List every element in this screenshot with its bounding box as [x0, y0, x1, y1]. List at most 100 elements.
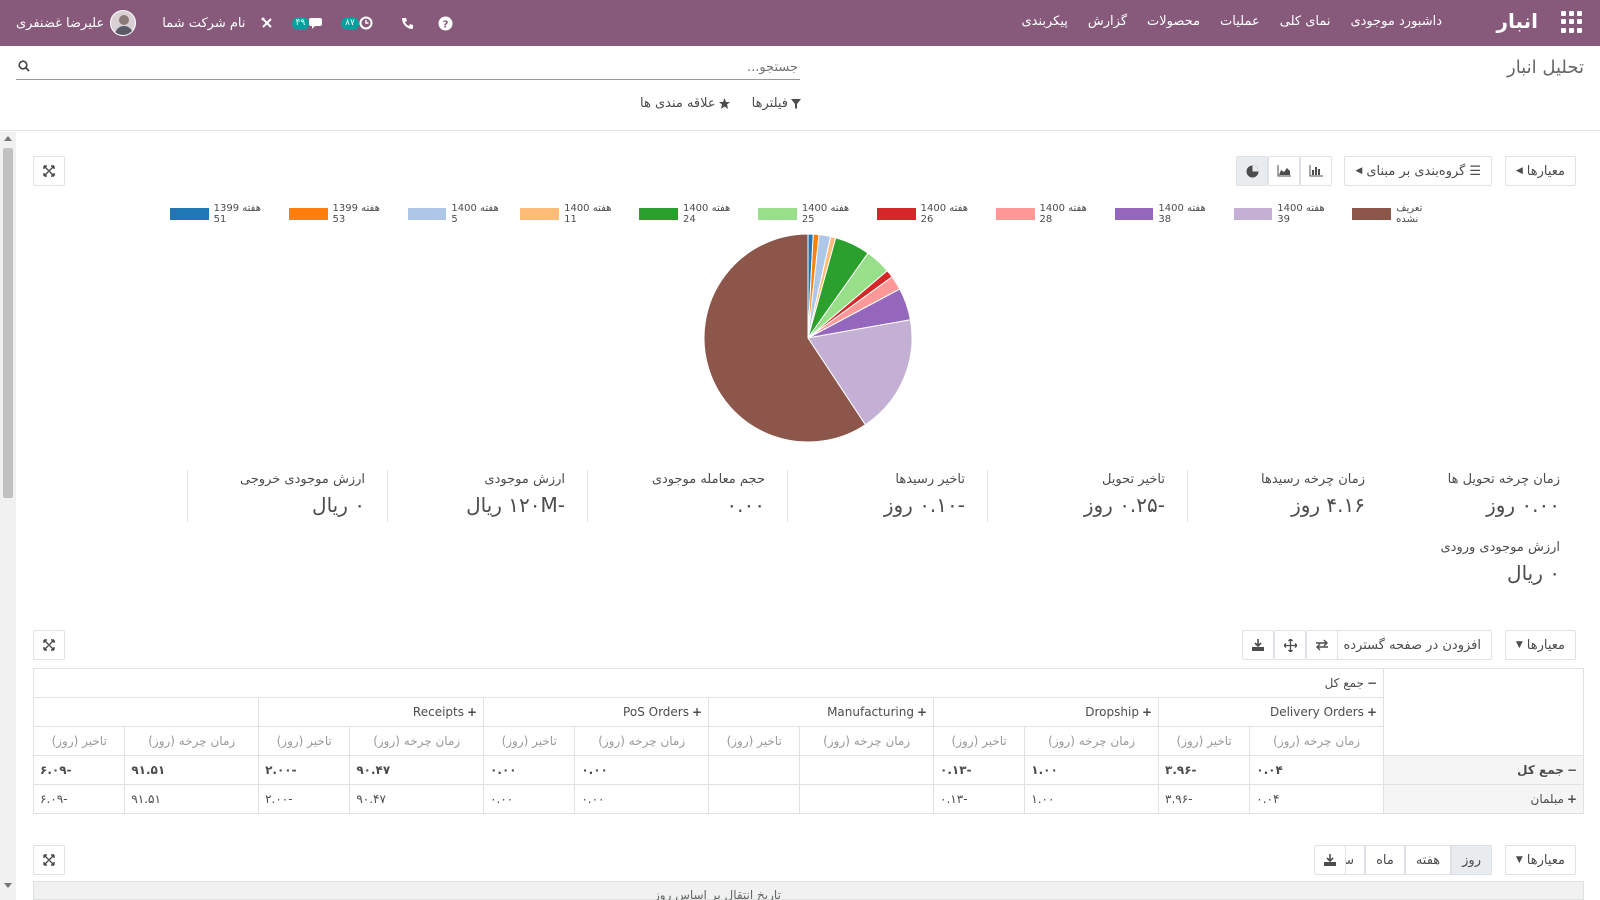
pivot-measure-header[interactable]: زمان چرخه (روز) — [574, 726, 710, 756]
company-switcher[interactable]: نام شرکت شما — [162, 16, 245, 31]
expand-pivot-button[interactable] — [33, 630, 65, 660]
graph-measures-button[interactable]: معیارها ◀ — [1504, 156, 1576, 186]
user-menu[interactable]: علیرضا غضنفری — [16, 10, 137, 36]
search-icon[interactable] — [18, 60, 30, 72]
legend-item[interactable]: هفته 1400 11 — [520, 203, 625, 225]
period-day-button[interactable]: روز — [1451, 845, 1492, 875]
pivot-cell[interactable]: ۱.۰۰ — [1024, 784, 1160, 814]
pivot-cell[interactable]: -۶.۰۹ — [32, 755, 126, 785]
search-input[interactable] — [58, 56, 798, 78]
pivot-measure-header[interactable]: تاخیر (روز) — [258, 726, 351, 756]
legend-item[interactable]: هفته 1400 28 — [995, 203, 1101, 225]
pivot-col-manufacturing[interactable]: +Manufacturing — [708, 697, 935, 727]
legend-item[interactable]: هفته 1399 51 — [169, 203, 275, 225]
debug-icon[interactable] — [260, 16, 274, 30]
expand-graph-button[interactable] — [33, 156, 65, 186]
kpi-delivery-cycle-time[interactable]: زمان چرخه تحویل ها ۰.۰۰ روز — [1382, 470, 1560, 522]
messaging-menu[interactable]: ۴۹ — [291, 16, 326, 30]
pie-slice[interactable] — [703, 233, 867, 443]
pivot-cell[interactable]: ۱.۰۰ — [1024, 755, 1160, 785]
add-to-spreadsheet-button[interactable]: افزودن در صفحه گسترده — [1332, 630, 1492, 660]
download-pivot-button[interactable] — [1242, 630, 1274, 660]
legend-item[interactable]: تعریف نشده — [1352, 203, 1446, 225]
cohort-measures-button[interactable]: معیارها ▼ — [1504, 845, 1576, 875]
menu-item-reporting[interactable]: گزارش — [1087, 14, 1128, 29]
legend-item[interactable]: هفته 1399 53 — [288, 203, 394, 225]
pivot-cell[interactable]: -۳.۹۶ — [1158, 755, 1251, 785]
pivot-row-header[interactable]: +مبلمان — [1383, 784, 1584, 814]
favorites-dropdown[interactable]: علاقه مندی ها — [640, 96, 730, 111]
menu-item-dashboard[interactable]: داشبورد موجودی — [1350, 14, 1442, 29]
pivot-header-total[interactable]: −جمع کل — [33, 668, 1384, 698]
pivot-col-delivery-orders[interactable]: +Delivery Orders — [1158, 697, 1384, 727]
page-scrollbar[interactable] — [0, 132, 16, 900]
download-cohort-button[interactable] — [1314, 845, 1346, 875]
pivot-measure-header[interactable]: زمان چرخه (روز) — [1024, 726, 1160, 756]
legend-item[interactable]: هفته 1400 39 — [1233, 203, 1339, 225]
legend-item[interactable]: هفته 1400 38 — [1114, 203, 1220, 225]
menu-item-overview[interactable]: نمای کلی — [1279, 14, 1331, 29]
pivot-measure-header[interactable]: تاخیر (روز) — [32, 726, 126, 756]
pivot-cell[interactable] — [708, 755, 801, 785]
scroll-down-arrow[interactable] — [4, 883, 12, 888]
groupby-button[interactable]: ☰ گروه‌بندی بر مبنای ◀ — [1344, 156, 1492, 186]
kpi-receipt-cycle-time[interactable]: زمان چرخه رسیدها ۴.۱۶ روز — [1187, 470, 1365, 522]
legend-item[interactable]: هفته 1400 26 — [876, 203, 982, 225]
pivot-cell[interactable]: ۹۰.۴۷ — [349, 784, 485, 814]
pivot-cell[interactable]: ۰.۰۰ — [483, 784, 576, 814]
pivot-cell[interactable]: -۰.۱۳ — [933, 755, 1026, 785]
pivot-measure-header[interactable]: زمان چرخه (روز) — [349, 726, 485, 756]
pivot-measure-header[interactable]: زمان چرخه (روز) — [124, 726, 260, 756]
bar-chart-button[interactable] — [1300, 156, 1332, 186]
app-title[interactable]: انبار — [1496, 9, 1538, 33]
kpi-stock-value[interactable]: ارزش موجودی -۱۲۰M ریال — [387, 470, 565, 522]
pivot-measure-header[interactable]: زمان چرخه (روز) — [799, 726, 935, 756]
kpi-incoming-stock-value[interactable]: ارزش موجودی ورودی ۰ ریال — [1382, 538, 1561, 590]
activity-menu[interactable]: ۸۷ — [341, 16, 373, 30]
pivot-cell[interactable] — [708, 784, 801, 814]
period-month-button[interactable]: ماه — [1365, 845, 1405, 875]
pivot-cell[interactable]: -۰.۱۳ — [933, 784, 1026, 814]
pie-slice[interactable] — [807, 319, 913, 426]
menu-item-operations[interactable]: عملیات — [1220, 14, 1260, 29]
kpi-outgoing-stock-value[interactable]: ارزش موجودی خروجی ۰ ریال — [187, 470, 365, 522]
pivot-cell[interactable]: ۰.۰۰ — [483, 755, 576, 785]
pivot-measures-button[interactable]: معیارها ▼ — [1504, 630, 1576, 660]
menu-item-configuration[interactable]: پیکربندی — [1021, 14, 1068, 29]
help-icon[interactable]: ? — [438, 16, 453, 31]
pivot-cell[interactable]: ۰.۰۰ — [574, 784, 710, 814]
pivot-cell[interactable]: ۹۱.۵۱ — [124, 784, 260, 814]
legend-item[interactable]: هفته 1400 24 — [639, 203, 744, 225]
pie-chart-button[interactable] — [1236, 156, 1268, 186]
pivot-cell[interactable]: -۶.۰۹ — [32, 784, 126, 814]
pivot-col-dropship[interactable]: +Dropship — [933, 697, 1160, 727]
pivot-cell[interactable]: ۹۰.۴۷ — [349, 755, 485, 785]
pivot-row-header[interactable]: −جمع کل — [1383, 755, 1584, 785]
scroll-thumb[interactable] — [3, 148, 13, 498]
pivot-cell[interactable]: ۰.۰۴ — [1249, 784, 1384, 814]
expand-cohort-button[interactable] — [33, 845, 65, 875]
pivot-cell[interactable]: ۰.۰۰ — [574, 755, 710, 785]
pivot-measure-header[interactable]: زمان چرخه (روز) — [1249, 726, 1384, 756]
kpi-delivery-delay[interactable]: تاخیر تحویل -۰.۲۵ روز — [987, 470, 1165, 522]
pivot-measure-header[interactable]: تاخیر (روز) — [933, 726, 1026, 756]
pivot-measure-header[interactable]: تاخیر (روز) — [483, 726, 576, 756]
phone-icon[interactable] — [401, 17, 414, 30]
kpi-receipt-delay[interactable]: تاخیر رسیدها -۰.۱۰ روز — [787, 470, 965, 522]
legend-item[interactable]: هفته 1400 5 — [407, 203, 507, 225]
line-chart-button[interactable] — [1268, 156, 1300, 186]
pivot-cell[interactable]: -۲.۰۰ — [258, 784, 351, 814]
expand-all-button[interactable] — [1274, 630, 1306, 660]
pivot-cell[interactable]: ۰.۰۴ — [1249, 755, 1384, 785]
scroll-up-arrow[interactable] — [4, 136, 12, 141]
menu-item-products[interactable]: محصولات — [1147, 14, 1201, 29]
pivot-cell[interactable]: -۲.۰۰ — [258, 755, 351, 785]
period-week-button[interactable]: هفته — [1404, 845, 1452, 875]
pivot-cell[interactable] — [799, 784, 935, 814]
pivot-measure-header[interactable]: تاخیر (روز) — [708, 726, 801, 756]
kpi-stock-turnover[interactable]: حجم معامله موجودی ۰.۰۰ — [587, 470, 765, 522]
pivot-measure-header[interactable]: تاخیر (روز) — [1158, 726, 1251, 756]
pivot-cell[interactable] — [799, 755, 935, 785]
pivot-cell[interactable]: ۹۱.۵۱ — [124, 755, 260, 785]
pivot-col-pos-orders[interactable]: +PoS Orders — [483, 697, 710, 727]
